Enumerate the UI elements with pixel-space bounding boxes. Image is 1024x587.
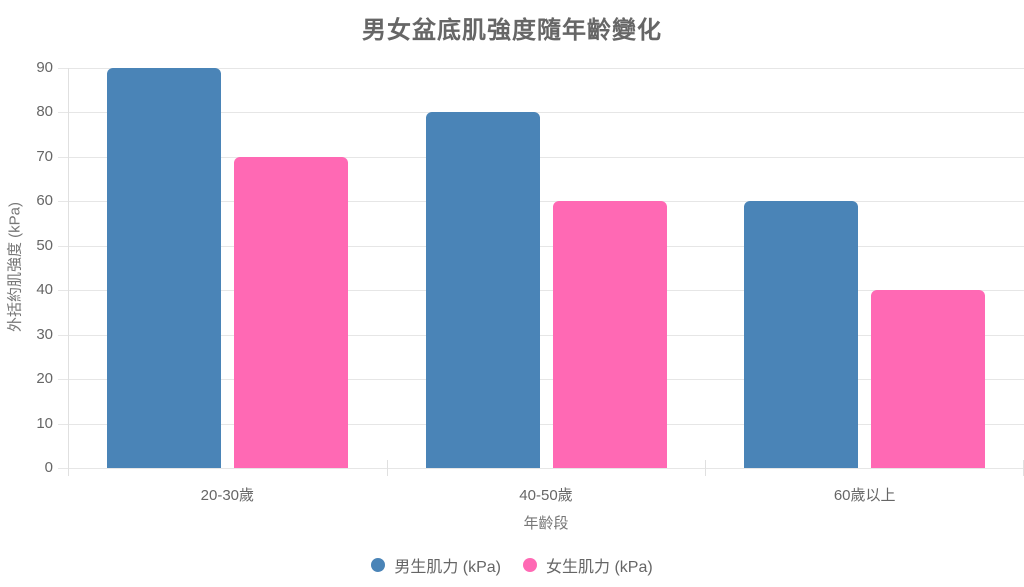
y-tick-label-0: 0 bbox=[44, 459, 53, 476]
x-axis-title: 年齡段 bbox=[523, 515, 569, 532]
bar-男生肌力 (kPa)-40-50歲[interactable] bbox=[425, 112, 540, 468]
y-axis-title: 外括約肌強度 (kPa) bbox=[6, 201, 24, 333]
y-tick-label-90: 90 bbox=[36, 59, 53, 76]
gridline-y-60 bbox=[58, 201, 1024, 203]
y-axis-line bbox=[68, 68, 69, 476]
gridline-y-40 bbox=[58, 290, 1024, 292]
gridline-y-0 bbox=[58, 468, 1024, 469]
bar-女生肌力 (kPa)-40-50歲[interactable] bbox=[552, 201, 667, 468]
bar-男生肌力 (kPa)-20-30歲[interactable] bbox=[106, 68, 221, 468]
y-tick-label-20: 20 bbox=[36, 370, 53, 388]
bar-女生肌力 (kPa)-20-30歲[interactable] bbox=[233, 156, 348, 468]
y-tick-label-50: 50 bbox=[36, 236, 53, 254]
y-tick-label-10: 10 bbox=[36, 414, 53, 432]
x-category-label-40-50歲: 40-50歲 bbox=[519, 487, 573, 504]
x-boundary-tick-2 bbox=[705, 460, 706, 476]
legend-label: 女生肌力 (kPa) bbox=[546, 559, 653, 576]
chart-title: 男女盆底肌強度隨年齡變化 bbox=[362, 17, 662, 44]
x-category-label-60歲以上: 60歲以上 bbox=[833, 487, 896, 504]
y-tick-label-40: 40 bbox=[36, 281, 53, 299]
gridline-y-20 bbox=[58, 379, 1024, 381]
gridline-y-80 bbox=[58, 112, 1024, 114]
gridline-y-90 bbox=[58, 68, 1024, 69]
gridline-y-10 bbox=[58, 423, 1024, 425]
y-tick-label-80: 80 bbox=[36, 103, 53, 121]
y-tick-label-30: 30 bbox=[36, 325, 53, 343]
legend-item-男生肌力 (kPa)[interactable]: 男生肌力 (kPa) bbox=[371, 553, 501, 577]
plot-area bbox=[58, 68, 1024, 469]
legend-label: 男生肌力 (kPa) bbox=[394, 559, 501, 576]
gridline-y-70 bbox=[58, 156, 1024, 158]
bar-女生肌力 (kPa)-60歲以上[interactable] bbox=[871, 290, 986, 468]
x-boundary-tick-1 bbox=[387, 460, 388, 476]
gridline-y-50 bbox=[58, 245, 1024, 247]
legend-dot-icon bbox=[371, 558, 386, 572]
y-tick-label-60: 60 bbox=[36, 192, 53, 210]
legend: 男生肌力 (kPa) 女生肌力 (kPa) bbox=[0, 553, 1024, 577]
legend-item-女生肌力 (kPa)[interactable]: 女生肌力 (kPa) bbox=[523, 553, 653, 577]
legend-dot-icon bbox=[523, 558, 537, 572]
y-tick-label-70: 70 bbox=[36, 147, 53, 165]
gridline-y-30 bbox=[58, 334, 1024, 336]
x-category-label-20-30歲: 20-30歲 bbox=[200, 487, 255, 504]
bar-男生肌力 (kPa)-60歲以上[interactable] bbox=[744, 201, 859, 468]
